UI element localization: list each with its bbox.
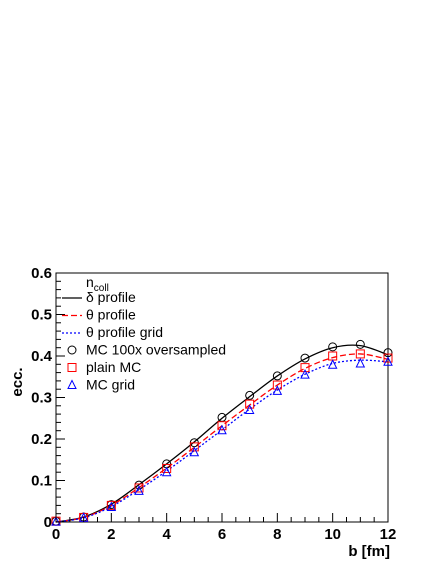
data-point-square (217, 421, 227, 431)
data-point-square (245, 399, 255, 409)
y-tick-label: 0.6 (31, 265, 52, 282)
y-tick-label: 0.5 (31, 307, 52, 324)
legend-entry-label: plain MC (86, 359, 141, 375)
data-point-triangle (383, 356, 393, 366)
x-tick-label: 8 (273, 526, 281, 543)
x-tick-label: 0 (52, 526, 60, 543)
y-tick-label: 0.3 (31, 390, 52, 407)
x-tick-label: 10 (324, 526, 341, 543)
y-axis: 0 0.1 0.2 0.3 0.4 0.5 0.6 (31, 265, 65, 531)
data-point-triangle (327, 359, 338, 369)
x-tick-label: 6 (218, 526, 226, 543)
y-tick-label: 0 (44, 514, 52, 531)
data-point-square (134, 483, 144, 493)
y-axis-title: ecc. (9, 367, 26, 396)
legend-symbol (67, 345, 77, 355)
data-point-square (189, 442, 199, 452)
series-line-0 (55, 344, 389, 523)
legend-entry-label: θ profile grid (86, 324, 163, 340)
legend-entry-label: δ profile (86, 289, 136, 305)
data-point-triangle (355, 357, 366, 368)
data-point-square (300, 363, 310, 373)
legend-entry-label: MC grid (86, 377, 135, 393)
data-point-triangle (244, 404, 255, 414)
data-point-circle (272, 371, 282, 381)
data-point-circle (245, 390, 255, 400)
x-tick-label: 12 (380, 526, 397, 543)
data-point-triangle (161, 466, 172, 477)
series-markers (51, 339, 393, 526)
data-point-triangle (106, 501, 117, 512)
legend-marker-swatch (67, 379, 77, 389)
legend-header-main: n (86, 274, 94, 290)
data-point-triangle (51, 515, 61, 526)
data-point-square (328, 351, 338, 361)
data-point-square (106, 500, 116, 510)
legend-header-sub: coll (94, 283, 109, 294)
legend-entry-label: θ profile (86, 307, 136, 323)
data-point-triangle (134, 485, 144, 495)
data-point-circle (300, 353, 310, 363)
data-point-triangle (272, 385, 283, 395)
data-point-circle (328, 342, 338, 352)
x-tick-label: 2 (107, 526, 115, 543)
legend-header: ncoll (86, 274, 109, 294)
y-tick-label: 0.1 (31, 473, 52, 490)
legend-marker-swatch (67, 345, 77, 355)
data-point-triangle (217, 424, 227, 435)
x-axis: 0 2 4 6 8 10 12 (52, 513, 397, 543)
legend-marker-swatch (67, 363, 77, 372)
x-axis-title: b [fm] (348, 543, 390, 560)
legend-entry-label: MC 100x oversampled (86, 342, 226, 358)
y-tick-label: 0.2 (31, 431, 52, 448)
data-point-square (383, 353, 393, 363)
data-point-triangle (300, 369, 310, 379)
data-point-circle (355, 339, 365, 349)
y-tick-label: 0.4 (31, 348, 53, 365)
legend-symbol (67, 363, 77, 372)
data-point-triangle (189, 446, 200, 457)
data-point-square (272, 380, 282, 390)
legend-symbol (67, 379, 77, 389)
x-tick-label: 4 (162, 526, 171, 543)
data-point-square (162, 463, 172, 473)
